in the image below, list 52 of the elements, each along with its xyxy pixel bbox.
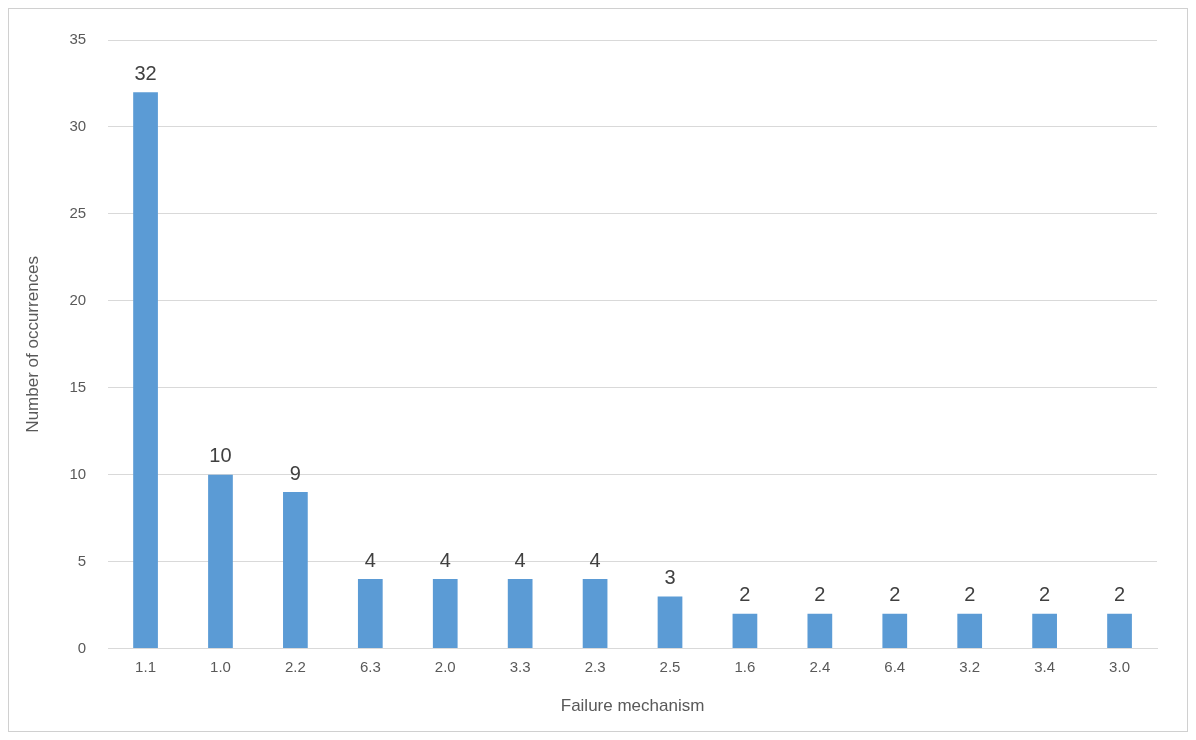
x-tick-label: 2.5 bbox=[659, 657, 681, 675]
y-tick-label: 25 bbox=[69, 204, 87, 222]
bar bbox=[357, 579, 383, 649]
bar bbox=[657, 596, 683, 649]
y-tick-label: 20 bbox=[69, 290, 87, 308]
bar bbox=[1032, 613, 1057, 649]
x-tick-label: 2.3 bbox=[584, 657, 606, 675]
data-label: 2 bbox=[1113, 583, 1126, 606]
data-label: 9 bbox=[289, 461, 301, 484]
data-label: 4 bbox=[589, 548, 601, 571]
x-tick-label: 2.0 bbox=[434, 657, 456, 675]
y-tick-label: 0 bbox=[77, 638, 87, 656]
x-axis-title: Failure mechanism bbox=[560, 696, 705, 716]
x-tick-label: 1.0 bbox=[210, 657, 231, 675]
y-tick-label: 5 bbox=[77, 551, 87, 569]
data-label: 4 bbox=[364, 548, 376, 571]
data-label: 2 bbox=[964, 583, 976, 606]
data-label: 4 bbox=[439, 548, 451, 571]
bar bbox=[957, 613, 983, 649]
bar bbox=[882, 613, 908, 649]
bar bbox=[732, 613, 758, 649]
bar bbox=[807, 613, 833, 649]
x-tick-label: 2.2 bbox=[284, 657, 306, 675]
bar bbox=[432, 579, 458, 649]
x-tick-label: 1.1 bbox=[135, 657, 156, 675]
data-label: 2 bbox=[814, 583, 826, 606]
data-label: 32 bbox=[134, 61, 157, 84]
x-tick-label: 2.4 bbox=[809, 657, 831, 675]
x-tick-label: 6.3 bbox=[359, 657, 381, 675]
x-tick-label: 6.4 bbox=[884, 657, 906, 675]
bar bbox=[582, 579, 608, 649]
data-label: 10 bbox=[209, 444, 232, 467]
y-tick-label: 15 bbox=[69, 377, 87, 395]
y-tick-label: 10 bbox=[69, 464, 87, 482]
y-tick-label: 30 bbox=[69, 117, 87, 135]
bar bbox=[133, 92, 158, 649]
x-tick-label: 3.0 bbox=[1109, 657, 1130, 675]
x-tick-label: 3.3 bbox=[509, 657, 531, 675]
bar bbox=[208, 474, 233, 649]
y-axis-title: Number of occurrences bbox=[22, 255, 42, 433]
bar bbox=[283, 492, 308, 649]
x-tick-label: 3.2 bbox=[959, 657, 981, 675]
data-label: 4 bbox=[514, 548, 526, 571]
bar bbox=[1107, 613, 1132, 649]
data-label: 2 bbox=[889, 583, 901, 606]
x-tick-label: 1.6 bbox=[734, 657, 756, 675]
data-label: 3 bbox=[664, 565, 676, 588]
x-tick-label: 3.4 bbox=[1034, 657, 1056, 675]
data-label: 2 bbox=[739, 583, 751, 606]
bar bbox=[507, 579, 533, 649]
data-label: 2 bbox=[1039, 583, 1051, 606]
y-tick-label: 35 bbox=[69, 30, 87, 48]
